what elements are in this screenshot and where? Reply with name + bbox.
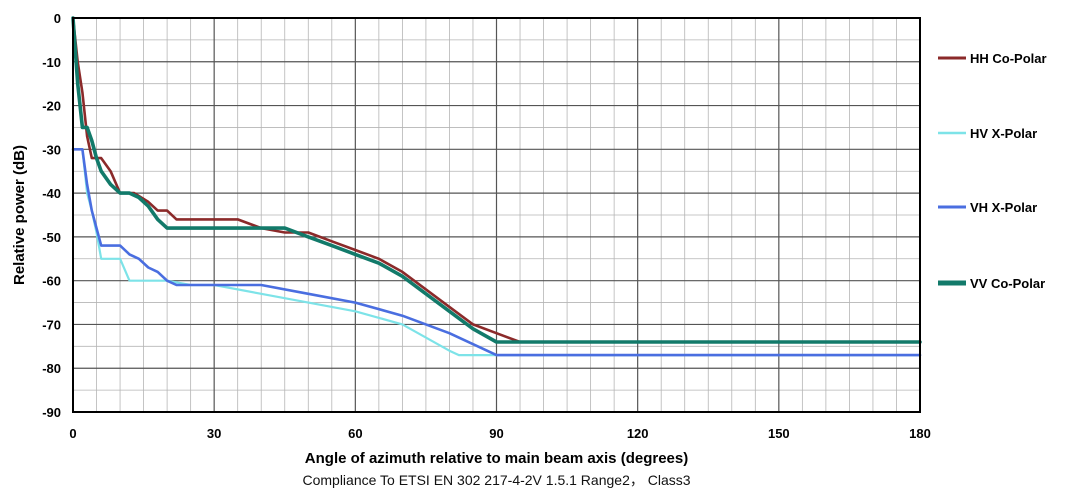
legend-label: VV Co-Polar	[970, 276, 1045, 291]
legend-label: VH X-Polar	[970, 200, 1037, 215]
series-lines	[71, 16, 922, 357]
x-tick-label: 180	[909, 426, 931, 441]
x-tick-label: 30	[207, 426, 221, 441]
y-tick-label: -70	[42, 317, 61, 332]
y-tick-label: -60	[42, 274, 61, 289]
y-tick-label: -50	[42, 230, 61, 245]
y-tick-label: -90	[42, 405, 61, 420]
plot-frame	[72, 17, 921, 413]
y-tick-label: -40	[42, 186, 61, 201]
y-tick-label: 0	[54, 11, 61, 26]
legend: HH Co-Polar HV X-Polar VH X-Polar VV Co-Pol…	[938, 51, 1047, 291]
chart-caption: Compliance To ETSI EN 302 217-4-2V 1.5.1…	[302, 472, 690, 488]
legend-label: HV X-Polar	[970, 126, 1037, 141]
x-tick-label: 120	[627, 426, 649, 441]
legend-label: HH Co-Polar	[970, 51, 1047, 66]
series-line-vh-x-polar	[71, 148, 922, 357]
y-tick-label: -30	[42, 142, 61, 157]
x-tick-label: 60	[348, 426, 362, 441]
x-tick-labels: 0 30 60 90 120 150 180	[69, 426, 930, 441]
x-tick-label: 150	[768, 426, 790, 441]
x-tick-label: 0	[69, 426, 76, 441]
y-tick-label: -80	[42, 361, 61, 376]
y-tick-labels: 0 -10 -20 -30 -40 -50 -60 -70 -80 -90	[42, 11, 61, 420]
y-axis-label: Relative power (dB)	[11, 145, 28, 285]
x-axis-label: Angle of azimuth relative to main beam a…	[305, 450, 688, 467]
series-line-vv-co-polar	[71, 16, 922, 344]
y-tick-label: -10	[42, 55, 61, 70]
y-tick-label: -20	[42, 99, 61, 114]
x-tick-label: 90	[489, 426, 503, 441]
